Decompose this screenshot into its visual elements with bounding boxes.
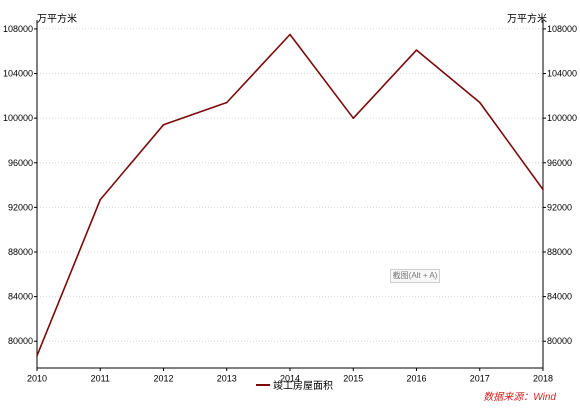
y-tick-label-right: 80000	[547, 336, 572, 346]
screenshot-hint: 截图(Alt + A)	[390, 269, 440, 283]
data-point	[352, 117, 355, 119]
y-tick-label-right: 88000	[547, 247, 572, 257]
y-tick-label-left: 108000	[3, 24, 33, 34]
data-point	[415, 49, 418, 51]
data-point	[162, 124, 165, 126]
data-point	[36, 354, 38, 357]
y-tick-label-right: 108000	[547, 24, 577, 34]
y-tick-label-right: 84000	[547, 292, 572, 302]
x-tick-label: 2013	[217, 373, 237, 383]
y-tick-label-left: 80000	[8, 336, 33, 346]
y-tick-label-left: 96000	[8, 158, 33, 168]
x-tick-label: 2010	[27, 373, 47, 383]
y-tick-label-right: 92000	[547, 202, 572, 212]
y-tick-label-right: 104000	[547, 69, 577, 79]
y-tick-label-right: 96000	[547, 158, 572, 168]
series-line	[36, 33, 544, 357]
x-tick-label: 2014	[280, 373, 300, 383]
source-note: 数据来源：Wind	[483, 392, 556, 403]
data-point	[99, 198, 102, 201]
y-tick-label-left: 104000	[3, 69, 33, 79]
y-tick-label-left: 88000	[8, 247, 33, 257]
y-tick-label-left: 84000	[8, 292, 33, 302]
x-tick-label: 2015	[343, 373, 363, 383]
left-axis-unit: 万平方米	[37, 14, 77, 25]
x-tick-label: 2016	[406, 373, 426, 383]
x-tick-label: 2012	[153, 373, 173, 383]
y-tick-label-left: 100000	[3, 113, 33, 123]
data-point	[478, 101, 481, 104]
x-tick-label: 2011	[91, 373, 110, 383]
x-tick-label: 2018	[533, 373, 553, 383]
data-point	[289, 33, 291, 36]
data-point	[225, 101, 228, 104]
y-tick-label-left: 92000	[8, 202, 33, 212]
right-axis-unit: 万平方米	[507, 14, 547, 25]
data-point	[542, 188, 544, 191]
x-tick-label: 2017	[470, 373, 490, 383]
legend-label: 竣工房屋面积	[273, 379, 333, 392]
y-tick-label-right: 100000	[547, 113, 577, 123]
